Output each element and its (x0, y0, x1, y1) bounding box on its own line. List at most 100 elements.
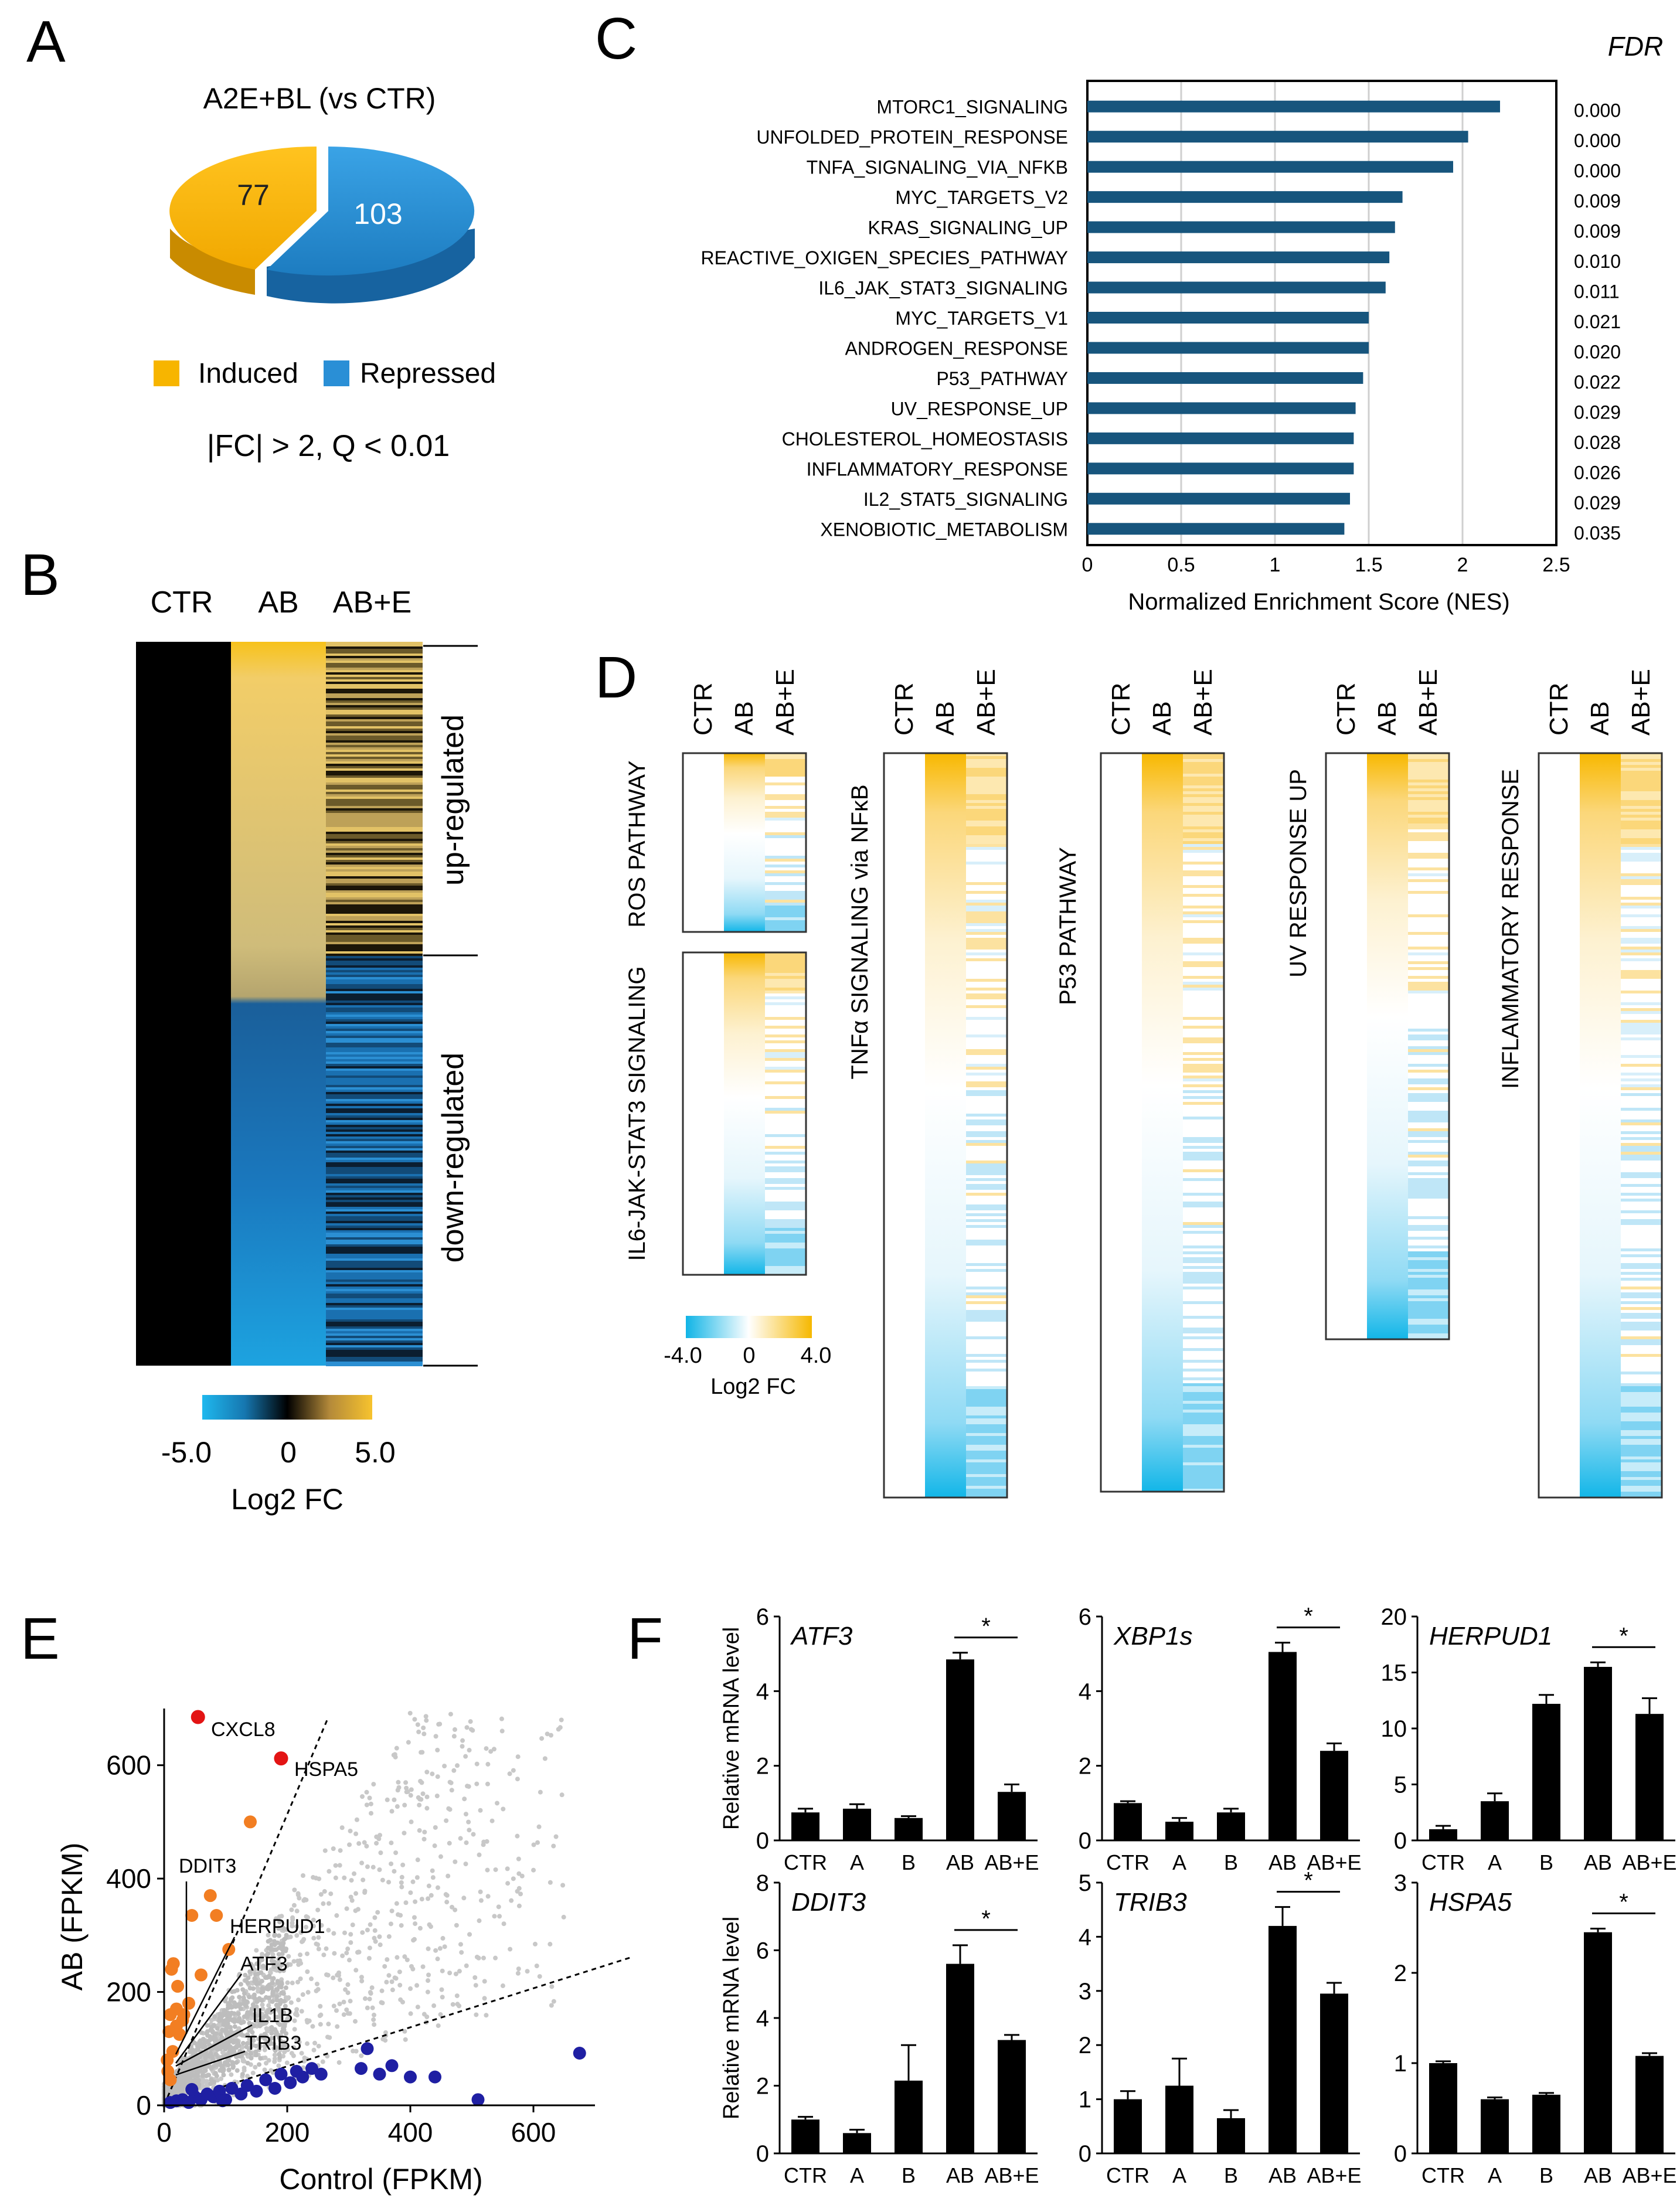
heatmap-d-abe-stripe (1183, 1272, 1224, 1275)
heatmap-d-abe-stripe (966, 1407, 1007, 1410)
abe-stripe (326, 679, 423, 682)
scatter-point-grey (246, 1975, 251, 1980)
abe-stripe (326, 1122, 423, 1125)
heatmap-b-col-ctr: CTR (151, 586, 213, 620)
abe-stripe (326, 768, 423, 771)
qpcr-bar (1429, 1829, 1457, 1840)
scatter-point-grey (386, 1934, 392, 1939)
pathway-label: REACTIVE_OXIGEN_SPECIES_PATHWAY (700, 247, 1068, 268)
heatmap-d-abe-stripe (966, 947, 1007, 950)
scatter-point-grey (365, 1927, 370, 1932)
abe-stripe (326, 1223, 423, 1226)
scatter-point-grey (276, 1952, 281, 1957)
scatter-point-grey (516, 1886, 522, 1891)
scatter-point-grey (420, 1791, 426, 1796)
heatmap-b-col-abe: AB+E (333, 586, 412, 620)
scatter-point-grey (345, 2011, 351, 2016)
scatter-point-grey (331, 1931, 336, 1936)
heatmap-d-abe-stripe (1621, 1146, 1662, 1149)
pathway-label: INFLAMMATORY_RESPONSE (807, 458, 1068, 479)
abe-stripe (326, 1338, 423, 1340)
scatter-point-grey (247, 2037, 252, 2042)
abe-stripe (326, 1080, 423, 1083)
heatmap-d-abe-stripe (1183, 806, 1224, 809)
heatmap-d-abe-stripe (1183, 1462, 1224, 1465)
colorbar-b-mid: 0 (280, 1436, 297, 1469)
heatmap-d-abe-stripe (966, 1134, 1007, 1137)
abe-stripe (326, 1125, 423, 1127)
scatter-point-grey (531, 1867, 536, 1873)
scatter-point-grey (292, 2018, 297, 2023)
abe-stripe (326, 729, 423, 731)
heatmap-d-abe-stripe (966, 1225, 1007, 1228)
heatmap-d-abe-stripe (1183, 1231, 1224, 1234)
scatter-point-grey (218, 2042, 223, 2047)
heatmap-d-abe-stripe (1408, 794, 1449, 797)
heatmap-d-abe-stripe (1183, 1178, 1224, 1181)
nes-tick-label: 2 (1457, 554, 1468, 576)
pie-value-induced: 77 (237, 179, 270, 212)
scatter-point-grey (390, 1988, 395, 1993)
scatter-point-orange (164, 2073, 177, 2087)
heatmap-d-abe-stripe (765, 996, 806, 999)
scatter-point-blue (573, 2047, 586, 2060)
heatmap-d-abe-stripe (966, 1005, 1007, 1008)
abe-stripe (326, 754, 423, 757)
abe-stripe (326, 1026, 423, 1029)
heatmap-d-abe-stripe (765, 774, 806, 777)
heatmap-d-abe-stripe (1183, 1448, 1224, 1451)
qpcr-bar (1320, 1751, 1348, 1840)
heatmap-d-abe-stripe (1183, 1316, 1224, 1319)
heatmap-d-abe-stripe (1621, 859, 1662, 862)
heatmap-d-abe-stripe (966, 1093, 1007, 1096)
heatmap-d-abe-stripe (765, 964, 806, 967)
scatter-point-grey (324, 1972, 329, 1978)
scatter-point-grey (559, 1717, 564, 1723)
scatter-point-grey (281, 2054, 286, 2059)
qpcr-y-tick-label: 4 (1079, 1679, 1091, 1704)
scatter-point-grey (439, 1987, 444, 1992)
abe-stripe (326, 1031, 423, 1033)
colorbar-d-max: 4.0 (801, 1343, 832, 1368)
abe-stripe (326, 691, 423, 693)
scatter-point-grey (408, 1793, 413, 1798)
scatter-point-grey (421, 1725, 426, 1730)
abe-stripe (326, 1350, 423, 1352)
scatter-point-grey (283, 1985, 288, 1990)
heatmap-d-abe-stripe (765, 923, 806, 926)
scatter-point-grey (375, 1910, 380, 1915)
heatmap-d-abe-stripe (765, 759, 806, 762)
abe-stripe (326, 1244, 423, 1247)
abe-stripe (326, 745, 423, 747)
scatter-point-grey (257, 2047, 262, 2053)
heatmap-d-abe-stripe (966, 1410, 1007, 1413)
heatmap-d-abe-stripe (1408, 812, 1449, 815)
scatter-point-grey (216, 2056, 221, 2061)
heatmap-d-abe-stripe (966, 996, 1007, 999)
pie-slice-repressed (267, 147, 475, 275)
scatter-point-grey (435, 1885, 440, 1890)
heatmap-d-abe-stripe (966, 1454, 1007, 1456)
heatmap-d-abe-stripe (1183, 1070, 1224, 1073)
scatter-point-grey (316, 2043, 321, 2048)
heatmap-d-abe-stripe (966, 1017, 1007, 1020)
scatter-point-grey (542, 1756, 547, 1761)
scatter-point-grey (448, 1780, 454, 1785)
scatter-point-grey (399, 1923, 404, 1928)
scatter-point-grey (294, 1908, 300, 1914)
abe-stripe (326, 654, 423, 656)
heatmap-d-abe-stripe (765, 1231, 806, 1234)
scatter-point-grey (399, 1884, 404, 1890)
heatmap-d-col-label: CTR (689, 683, 717, 736)
scatter-point-grey (232, 1989, 237, 1994)
heatmap-d-abe-stripe (966, 1213, 1007, 1216)
scatter-point-grey (321, 1952, 327, 1958)
heatmap-d-abe-stripe (1183, 1436, 1224, 1439)
heatmap-d-abe-stripe (1408, 809, 1449, 812)
abe-stripe (326, 881, 423, 883)
abe-stripe (326, 1174, 423, 1176)
scatter-point-grey (488, 1749, 494, 1754)
heatmap-d-abe-stripe (1183, 1486, 1224, 1489)
heatmap-d-abe-stripe (1621, 1158, 1662, 1161)
